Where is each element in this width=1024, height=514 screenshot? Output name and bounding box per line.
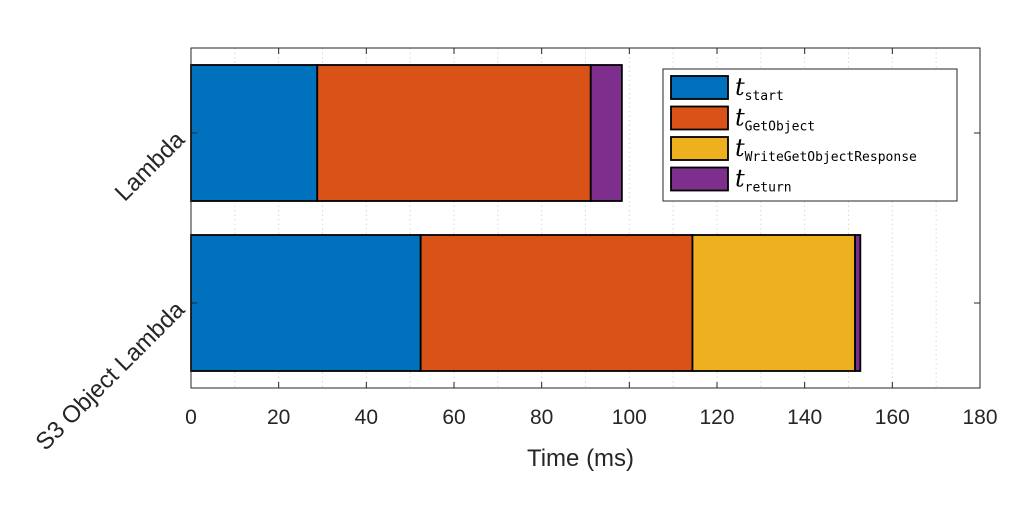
category-label: S3 Object Lambda	[31, 296, 191, 456]
x-tick-label: 180	[962, 406, 997, 429]
legend-entry-subscript: WriteGetObjectResponse	[745, 150, 917, 165]
x-tick-label: 40	[355, 406, 378, 429]
x-tick-labels: 0 20 40 60 80 100 120 140 160 180	[185, 406, 997, 429]
bar-segment-return	[589, 64, 623, 202]
legend-entry-subscript: GetObject	[745, 120, 815, 135]
plot-frame	[190, 47, 981, 389]
legend-entry-subscript: start	[745, 89, 784, 104]
legend-swatch	[670, 105, 729, 131]
bar-group	[190, 64, 862, 372]
x-tick-label: 160	[875, 406, 910, 429]
x-tick-label: 140	[787, 406, 822, 429]
category-label: Lambda	[110, 126, 191, 207]
legend: tstarttGetObjecttWriteGetObjectResponset…	[662, 68, 958, 202]
x-tick-label: 0	[185, 406, 197, 429]
bar-segment-getobject	[316, 64, 592, 202]
x-tick-label: 20	[267, 406, 290, 429]
bar-segment-start	[190, 64, 319, 202]
x-axis-title: Time (ms)	[527, 445, 634, 472]
x-tick-label: 80	[530, 406, 553, 429]
legend-swatch	[670, 75, 729, 100]
axis-ticks	[190, 48, 981, 388]
bar-segment-start	[190, 234, 422, 372]
bar-segment-return	[854, 234, 862, 372]
x-tick-label: 100	[612, 406, 647, 429]
legend-swatch	[670, 136, 729, 161]
x-tick-label: 120	[699, 406, 734, 429]
legend-swatch	[670, 166, 729, 192]
category-labels: Lambda S3 Object Lambda	[31, 126, 191, 456]
bar-segment-writegetobjectresponse	[691, 234, 856, 372]
bar-segment-getobject	[419, 234, 694, 372]
legend-entry-subscript: return	[745, 181, 792, 196]
x-tick-label: 60	[442, 406, 465, 429]
